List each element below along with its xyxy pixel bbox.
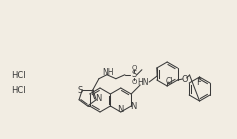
Text: HCl: HCl <box>11 70 25 80</box>
Text: S: S <box>78 86 83 95</box>
Text: HCl: HCl <box>11 85 25 95</box>
Text: F: F <box>196 78 201 86</box>
Text: NH: NH <box>102 68 113 77</box>
Text: HN: HN <box>137 78 149 86</box>
Text: S: S <box>131 70 137 79</box>
Text: O: O <box>181 75 188 84</box>
Text: Cl: Cl <box>165 76 173 85</box>
Text: N: N <box>118 105 124 114</box>
Text: N: N <box>95 94 101 103</box>
Text: O: O <box>131 79 137 85</box>
Text: O: O <box>131 65 137 71</box>
Text: N: N <box>130 101 136 111</box>
